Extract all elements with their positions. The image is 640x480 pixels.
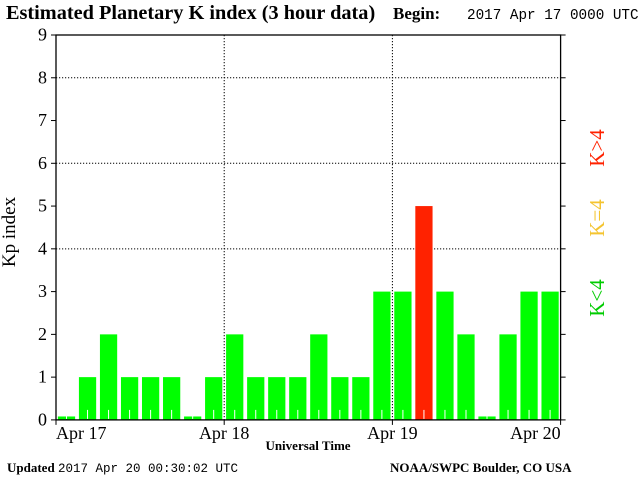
svg-text:1: 1 xyxy=(38,367,47,387)
svg-text:Apr 17: Apr 17 xyxy=(56,423,107,443)
svg-text:Apr 19: Apr 19 xyxy=(367,423,418,443)
svg-text:NOAA/SWPC Boulder, CO USA: NOAA/SWPC Boulder, CO USA xyxy=(390,460,572,475)
svg-text:5: 5 xyxy=(38,196,47,216)
svg-text:Apr 18: Apr 18 xyxy=(199,423,250,443)
svg-text:2017 Apr 17 0000 UTC: 2017 Apr 17 0000 UTC xyxy=(467,8,639,24)
svg-text:7: 7 xyxy=(38,110,47,130)
svg-text:K<4: K<4 xyxy=(585,279,609,317)
svg-text:Kp index: Kp index xyxy=(0,196,20,267)
svg-text:Universal Time: Universal Time xyxy=(265,438,350,453)
svg-text:8: 8 xyxy=(38,67,47,87)
svg-text:Estimated Planetary K index (3: Estimated Planetary K index (3 hour data… xyxy=(6,2,375,24)
svg-text:Begin:: Begin: xyxy=(393,4,440,23)
svg-text:4: 4 xyxy=(38,238,47,258)
svg-text:0: 0 xyxy=(38,409,47,429)
svg-text:Apr 20: Apr 20 xyxy=(510,423,561,443)
svg-text:2: 2 xyxy=(38,324,47,344)
svg-text:K=4: K=4 xyxy=(585,199,609,237)
svg-text:2017 Apr 20 00:30:02 UTC: 2017 Apr 20 00:30:02 UTC xyxy=(58,462,238,476)
svg-text:6: 6 xyxy=(38,153,47,173)
svg-text:K>4: K>4 xyxy=(585,129,609,167)
svg-text:Updated: Updated xyxy=(7,460,55,475)
svg-text:3: 3 xyxy=(38,281,47,301)
svg-text:9: 9 xyxy=(38,25,47,45)
